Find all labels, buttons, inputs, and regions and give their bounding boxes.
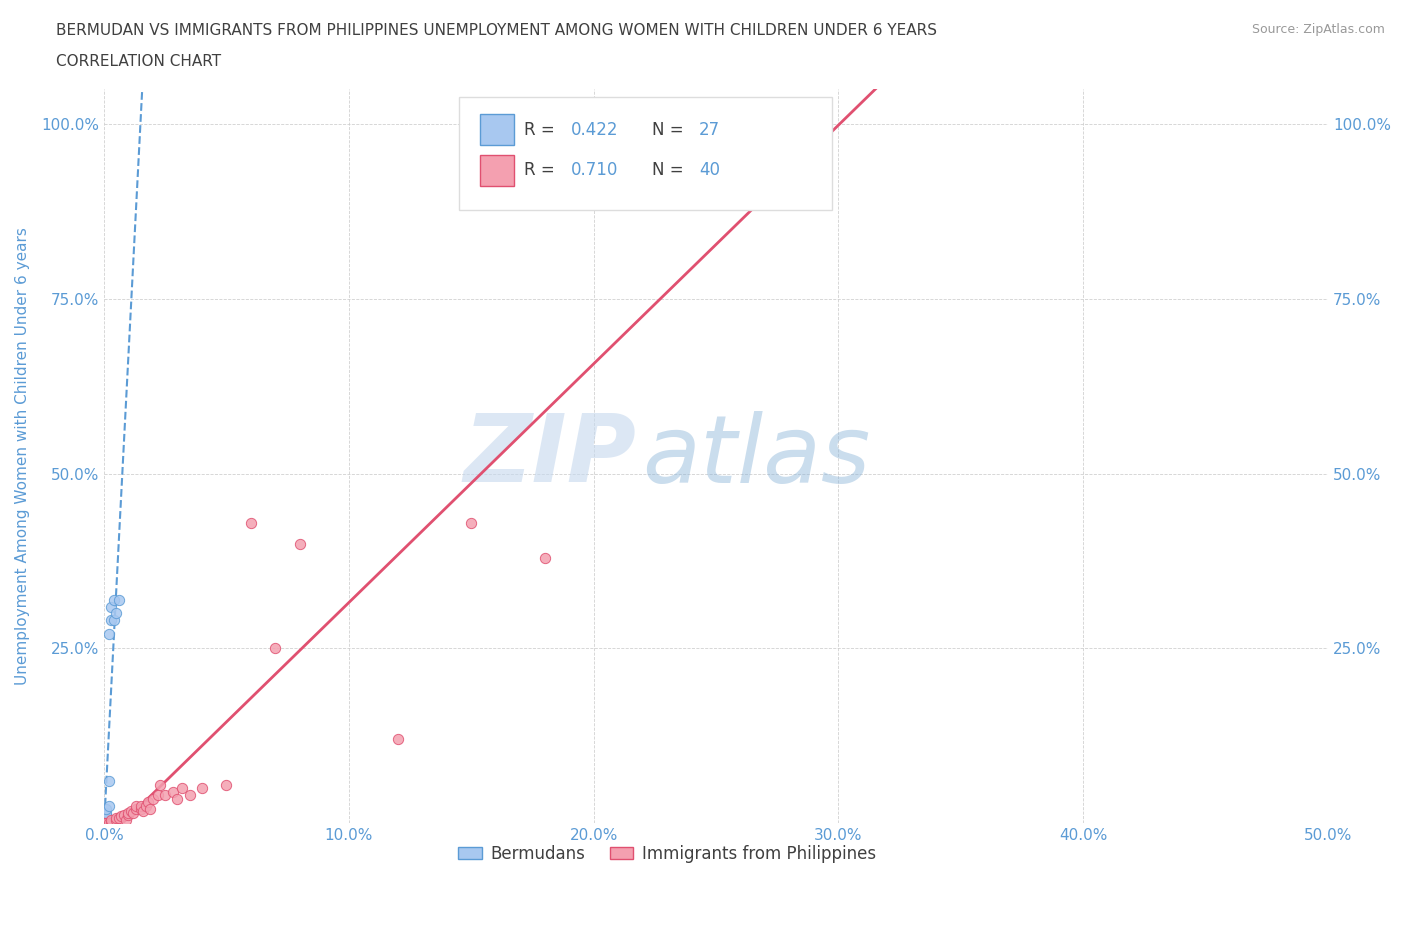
Point bbox=[149, 777, 172, 792]
Point bbox=[139, 802, 162, 817]
Point bbox=[96, 816, 118, 830]
Text: CORRELATION CHART: CORRELATION CHART bbox=[56, 54, 221, 69]
Point bbox=[93, 816, 115, 830]
Point bbox=[166, 791, 188, 806]
Point bbox=[129, 798, 152, 813]
Point bbox=[93, 812, 115, 827]
Text: N =: N = bbox=[652, 161, 689, 179]
Point bbox=[97, 627, 120, 642]
Point bbox=[146, 788, 169, 803]
Point bbox=[93, 816, 115, 830]
Point bbox=[533, 551, 555, 565]
Point bbox=[96, 810, 118, 825]
Point bbox=[132, 804, 155, 818]
Text: N =: N = bbox=[652, 121, 689, 139]
Point bbox=[96, 805, 118, 820]
Point bbox=[122, 805, 145, 820]
Point bbox=[142, 791, 165, 806]
FancyBboxPatch shape bbox=[458, 97, 832, 210]
Point bbox=[93, 813, 115, 828]
FancyBboxPatch shape bbox=[479, 114, 515, 145]
Point bbox=[162, 784, 184, 799]
Point bbox=[105, 606, 128, 621]
FancyBboxPatch shape bbox=[479, 154, 515, 185]
Text: 27: 27 bbox=[699, 121, 720, 139]
Point bbox=[105, 812, 128, 827]
Point bbox=[97, 816, 120, 830]
Point bbox=[117, 807, 139, 822]
Point bbox=[125, 798, 148, 813]
Text: 0.710: 0.710 bbox=[571, 161, 617, 179]
Point bbox=[100, 613, 122, 628]
Point bbox=[215, 777, 238, 792]
Point bbox=[631, 117, 654, 132]
Point bbox=[125, 802, 148, 817]
Text: R =: R = bbox=[524, 121, 560, 139]
Point bbox=[93, 811, 115, 826]
Point bbox=[96, 807, 118, 822]
Point bbox=[96, 812, 118, 827]
Point bbox=[93, 816, 115, 830]
Point bbox=[460, 515, 482, 530]
Text: 0.422: 0.422 bbox=[571, 121, 617, 139]
Text: 40: 40 bbox=[699, 161, 720, 179]
Text: BERMUDAN VS IMMIGRANTS FROM PHILIPPINES UNEMPLOYMENT AMONG WOMEN WITH CHILDREN U: BERMUDAN VS IMMIGRANTS FROM PHILIPPINES … bbox=[56, 23, 938, 38]
Point bbox=[93, 816, 115, 830]
Point bbox=[93, 816, 115, 830]
Point bbox=[135, 798, 157, 813]
Point bbox=[93, 816, 115, 830]
Point bbox=[129, 802, 152, 817]
Text: R =: R = bbox=[524, 161, 560, 179]
Point bbox=[153, 788, 176, 803]
Point bbox=[387, 732, 409, 747]
Point bbox=[105, 810, 128, 825]
Point bbox=[93, 816, 115, 830]
Point bbox=[103, 592, 125, 607]
Point bbox=[97, 798, 120, 813]
Point bbox=[136, 795, 159, 810]
Point bbox=[115, 812, 138, 827]
Point bbox=[100, 812, 122, 827]
Text: ZIP: ZIP bbox=[464, 410, 637, 502]
Point bbox=[100, 816, 122, 830]
Point bbox=[96, 802, 118, 817]
Point bbox=[117, 805, 139, 820]
Point bbox=[93, 816, 115, 830]
Y-axis label: Unemployment Among Women with Children Under 6 years: Unemployment Among Women with Children U… bbox=[15, 227, 30, 685]
Point bbox=[191, 781, 214, 796]
Point bbox=[93, 814, 115, 829]
Text: Source: ZipAtlas.com: Source: ZipAtlas.com bbox=[1251, 23, 1385, 36]
Point bbox=[107, 811, 129, 826]
Point bbox=[100, 599, 122, 614]
Point bbox=[288, 537, 311, 551]
Point bbox=[264, 641, 287, 656]
Point bbox=[93, 816, 115, 830]
Point bbox=[93, 816, 115, 830]
Point bbox=[110, 809, 132, 824]
Text: atlas: atlas bbox=[643, 411, 870, 502]
Point bbox=[112, 807, 135, 822]
Point bbox=[179, 788, 201, 803]
Point bbox=[120, 804, 142, 818]
Point bbox=[239, 515, 262, 530]
Legend: Bermudans, Immigrants from Philippines: Bermudans, Immigrants from Philippines bbox=[451, 839, 883, 870]
Point bbox=[107, 592, 129, 607]
Point bbox=[103, 613, 125, 628]
Point bbox=[97, 774, 120, 789]
Point bbox=[172, 781, 194, 796]
